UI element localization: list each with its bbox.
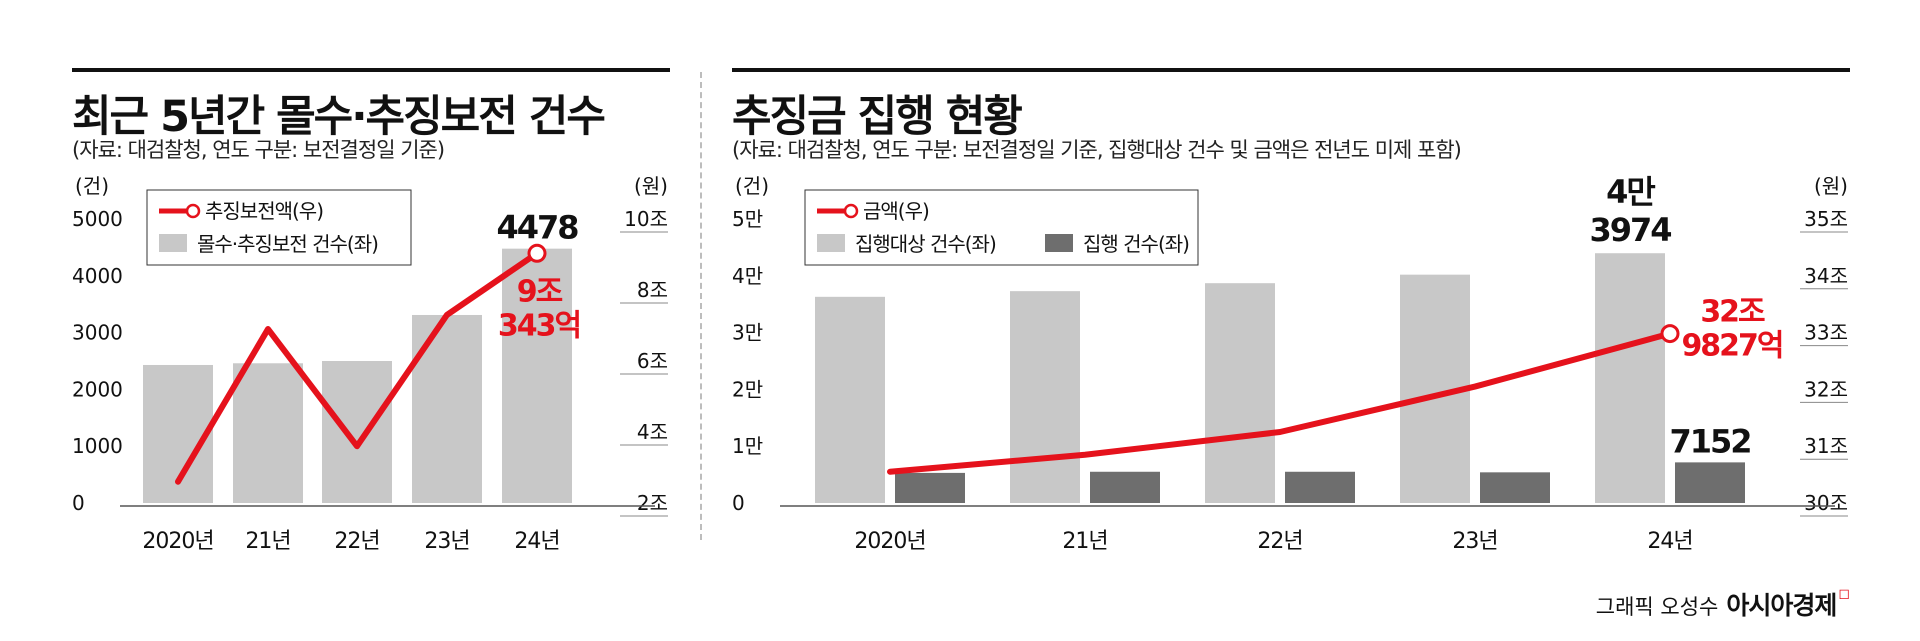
chart1-legend-line-marker <box>843 203 859 219</box>
left-top-rule <box>72 68 670 72</box>
chart1-bar-value-label-1: 4만 <box>1606 173 1655 211</box>
credit: 그래픽 오성수 아시아경제 ◻ <box>1596 586 1850 622</box>
chart1-bar-secondary <box>1480 472 1550 503</box>
chart1-legend-bar-label: 집행 건수(좌) <box>1083 232 1189 256</box>
chart0-left-tick-label: 5000 <box>72 207 123 231</box>
right-chart-source: (자료: 대검찰청, 연도 구분: 보전결정일 기준, 집행대상 건수 및 금액… <box>732 138 1462 162</box>
chart1-bar-primary <box>815 296 885 503</box>
chart1-bar-primary <box>1205 283 1275 503</box>
chart0-legend-line-marker <box>185 203 201 219</box>
chart1-left-tick-label: 5만 <box>732 207 763 231</box>
chart0-right-tick-label: 6조 <box>637 349 668 373</box>
chart0-category-label: 21년 <box>245 529 290 554</box>
chart1-line-end-marker <box>1660 324 1680 344</box>
credit-text: 그래픽 오성수 <box>1595 595 1719 619</box>
chart1-left-unit: (건) <box>735 174 769 198</box>
right-chart-title: 추징금 집행 현황 <box>732 92 1023 142</box>
chart1-line-value-label-1: 32조 <box>1700 295 1765 330</box>
chart0-line-series <box>175 250 540 485</box>
chart1-legend-bar-label: 집행대상 건수(좌) <box>855 232 996 256</box>
chart1-right-tick-label: 33조 <box>1804 321 1848 345</box>
chart0-right-tick-label: 2조 <box>637 491 668 515</box>
chart0-legend-bar-swatch <box>159 234 187 252</box>
chart1-bar2-value-label: 7152 <box>1669 422 1750 460</box>
chart0-left-tick-label: 0 <box>72 491 85 515</box>
chart0-bar-primary <box>502 248 572 503</box>
chart0-bar-primary <box>233 363 303 503</box>
chart1-right-tick-label: 30조 <box>1804 491 1848 515</box>
chart0-left-tick-label: 3000 <box>72 321 123 345</box>
chart0-left-unit: (건) <box>75 174 109 198</box>
chart1-legend-bar-swatch <box>1045 234 1073 252</box>
chart1-bar-secondary <box>1675 462 1745 503</box>
chart1-category-label: 22년 <box>1257 529 1302 554</box>
chart0-legend-box <box>146 189 412 266</box>
chart0-legend-bar-label: 몰수·추징보전 건수(좌) <box>197 232 378 256</box>
right-top-rule <box>732 68 1850 72</box>
chart1-bar-secondary <box>895 472 965 503</box>
chart1-legend-line-label: 금액(우) <box>863 199 929 223</box>
chart1-category-label: 21년 <box>1062 529 1107 554</box>
chart0-category-label: 23년 <box>424 529 469 554</box>
chart0-bar-primary <box>322 361 392 503</box>
chart1-right-tick-label: 34조 <box>1804 264 1848 288</box>
chart1-category-label: 2020년 <box>854 529 925 554</box>
chart0-line-value-label-1: 9조 <box>517 274 563 309</box>
chart1-bar-primary <box>1010 291 1080 503</box>
chart1-legend-bar-swatch <box>817 234 845 252</box>
chart0-line-value-label-2: 343억 <box>498 308 580 343</box>
chart1-line-series <box>887 330 1673 475</box>
chart0-legend-line-label: 추징보전액(우) <box>205 199 323 223</box>
chart1-bar-primary <box>1595 253 1665 503</box>
chart0-category-label: 22년 <box>334 529 379 554</box>
brand-logo: 아시아경제 <box>1726 591 1837 620</box>
chart0-line-end-marker <box>527 243 547 263</box>
chart0-right-tick-label: 10조 <box>624 207 668 231</box>
chart1-bar-secondary <box>1285 471 1355 503</box>
left-chart-source: (자료: 대검찰청, 연도 구분: 보전결정일 기준) <box>72 138 445 162</box>
chart1-bar-value-label-2: 3974 <box>1589 211 1671 249</box>
left-chart-title: 최근 5년간 몰수·추징보전 건수 <box>72 92 606 142</box>
chart0-left-tick-label: 1000 <box>72 434 123 458</box>
chart1-legend-box <box>804 189 1199 266</box>
chart1-category-label: 23년 <box>1452 529 1497 554</box>
chart1-left-tick-label: 0 <box>732 491 745 515</box>
panel-divider <box>700 72 702 540</box>
chart0-bar-primary <box>412 314 482 503</box>
chart0-left-tick-label: 2000 <box>72 377 123 401</box>
chart0-right-unit: (원) <box>634 174 668 198</box>
chart0-bar-value-label: 4478 <box>496 209 578 247</box>
chart0-left-tick-label: 4000 <box>72 264 123 288</box>
chart1-left-tick-label: 2만 <box>732 377 763 401</box>
brand-mark-icon: ◻ <box>1838 586 1850 602</box>
chart1-right-tick-label: 32조 <box>1804 377 1848 401</box>
chart1-line-value-label-2: 9827억 <box>1681 329 1782 364</box>
chart1-right-unit: (원) <box>1814 174 1848 198</box>
chart1-right-tick-label: 31조 <box>1804 434 1848 458</box>
chart0-right-tick-label: 4조 <box>637 420 668 444</box>
chart0-category-label: 24년 <box>514 529 559 554</box>
chart1-right-tick-label: 35조 <box>1804 207 1848 231</box>
chart1-left-tick-label: 1만 <box>732 434 763 458</box>
chart0-right-tick-label: 8조 <box>637 278 668 302</box>
chart0-category-label: 2020년 <box>142 529 213 554</box>
chart1-bar-secondary <box>1090 471 1160 503</box>
chart1-category-label: 24년 <box>1647 529 1692 554</box>
chart1-left-tick-label: 3만 <box>732 321 763 345</box>
chart1-left-tick-label: 4만 <box>732 264 763 288</box>
